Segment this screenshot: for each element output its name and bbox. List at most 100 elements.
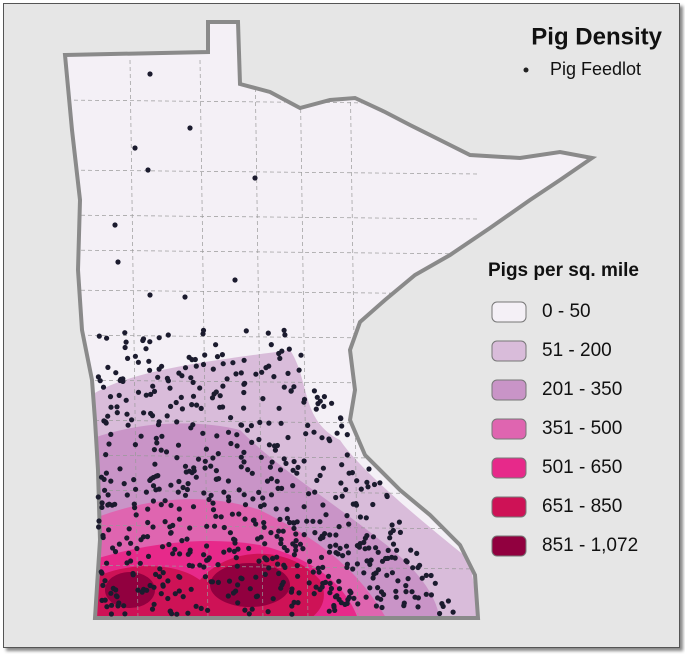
- feedlot: [338, 480, 344, 486]
- feedlot: [295, 573, 301, 579]
- feedlot: [319, 435, 325, 441]
- feedlot: [410, 565, 416, 571]
- feedlot: [290, 541, 296, 547]
- feedlot: [104, 335, 110, 341]
- feedlot: [147, 71, 153, 77]
- feedlot: [141, 410, 147, 416]
- feedlot: [375, 567, 382, 573]
- feedlot: [265, 330, 271, 336]
- feedlot: [124, 492, 130, 498]
- feedlot: [244, 427, 250, 433]
- feedlot: [346, 521, 352, 527]
- feedlot: [202, 458, 208, 464]
- feedlot: [270, 596, 276, 602]
- feedlot: [112, 501, 118, 507]
- feedlot: [288, 388, 294, 394]
- feedlot: [228, 415, 234, 421]
- feedlot: [108, 404, 114, 410]
- feedlot: [96, 524, 102, 530]
- feedlot: [168, 482, 174, 488]
- feedlot: [214, 354, 221, 360]
- feedlot: [301, 399, 307, 405]
- feedlot: [314, 477, 320, 483]
- feedlot: [182, 294, 188, 300]
- feedlot: [213, 513, 219, 519]
- feedlot: [322, 579, 329, 586]
- feedlot: [197, 562, 203, 568]
- feedlot: [392, 555, 398, 561]
- feedlot: [397, 529, 403, 536]
- feedlot: [294, 470, 300, 476]
- feedlot: [263, 557, 269, 563]
- feedlot: [274, 478, 280, 484]
- feedlot-legend-label: Pig Feedlot: [550, 59, 641, 79]
- feedlot: [337, 415, 344, 421]
- feedlot: [403, 558, 409, 564]
- feedlot: [132, 145, 138, 151]
- feedlot: [389, 522, 395, 528]
- feedlot: [301, 458, 307, 464]
- feedlot: [165, 578, 171, 584]
- feedlot: [284, 547, 290, 554]
- feedlot: [253, 371, 259, 377]
- feedlot: [210, 455, 216, 461]
- feedlot: [409, 589, 415, 595]
- feedlot: [209, 395, 216, 401]
- feedlot: [234, 563, 240, 569]
- feedlot: [278, 420, 284, 426]
- feedlot: [121, 481, 127, 487]
- feedlot: [96, 518, 102, 524]
- feedlot: [220, 383, 226, 389]
- feedlot: [238, 454, 244, 460]
- feedlot: [242, 516, 248, 522]
- feedlot: [268, 492, 275, 498]
- feedlot: [415, 595, 421, 601]
- feedlot: [110, 545, 116, 551]
- feedlot: [285, 370, 291, 376]
- feedlot: [275, 561, 281, 567]
- feedlot: [303, 431, 309, 437]
- feedlot: [156, 419, 162, 425]
- feedlots: [95, 71, 456, 617]
- feedlot: [271, 374, 277, 380]
- feedlot: [238, 422, 244, 428]
- feedlot: [241, 357, 247, 363]
- feedlot: [176, 516, 183, 522]
- feedlot: [279, 348, 285, 354]
- feedlot: [133, 512, 139, 518]
- feedlot: [321, 403, 327, 409]
- feedlot: [226, 498, 232, 504]
- feedlot: [242, 502, 249, 508]
- feedlot: [153, 571, 159, 578]
- feedlot: [96, 333, 102, 339]
- feedlot: [156, 574, 163, 580]
- feedlot: [123, 339, 129, 345]
- feedlot: [234, 443, 240, 449]
- feedlot: [147, 477, 153, 483]
- feedlot: [125, 355, 131, 361]
- feedlot: [180, 484, 186, 491]
- feedlot: [311, 388, 317, 394]
- feedlot: [265, 609, 271, 615]
- feedlot: [173, 399, 179, 406]
- feedlot: [306, 580, 312, 586]
- feedlot: [339, 423, 345, 429]
- feedlot: [113, 593, 119, 599]
- feedlot: [151, 601, 157, 607]
- feedlot: [367, 585, 373, 591]
- feedlot: [306, 491, 312, 497]
- feedlot: [123, 397, 129, 403]
- feedlot: [332, 607, 338, 614]
- feedlot: [318, 554, 325, 561]
- feedlot: [235, 582, 241, 588]
- feedlot: [295, 600, 301, 606]
- feedlot: [246, 611, 252, 617]
- feedlot: [310, 569, 316, 575]
- feedlot: [393, 594, 399, 600]
- feedlot: [116, 600, 122, 606]
- feedlot: [201, 564, 207, 570]
- feedlot: [338, 600, 344, 606]
- feedlot: [287, 519, 293, 526]
- feedlot: [227, 530, 233, 536]
- feedlot: [268, 530, 274, 536]
